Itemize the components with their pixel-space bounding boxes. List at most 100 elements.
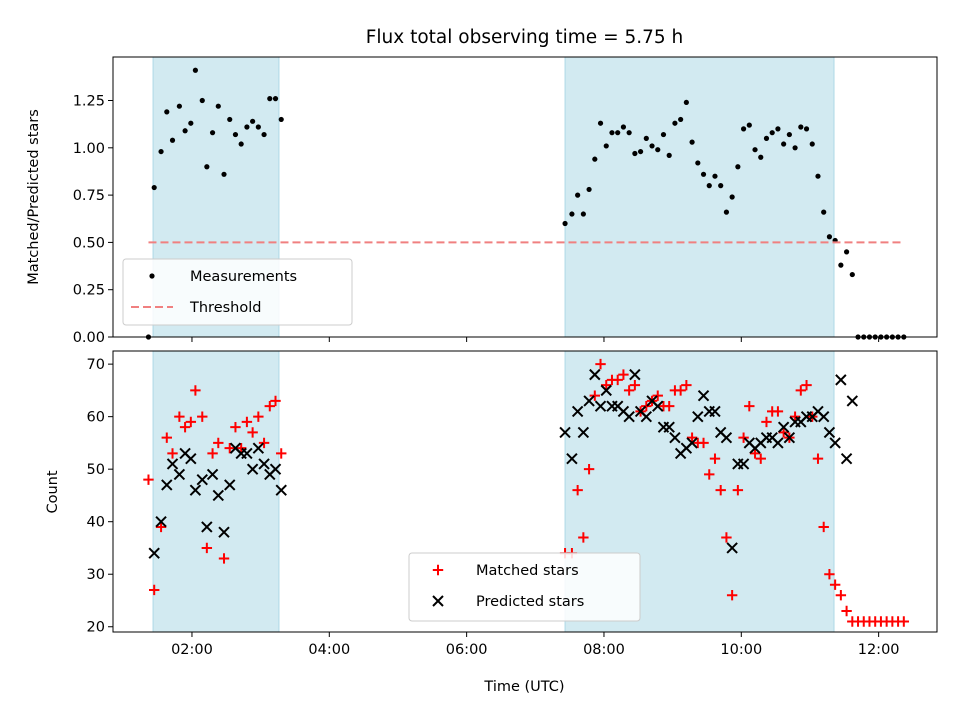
data-point-x-28: [589, 368, 601, 381]
data-point-x-22: [275, 484, 287, 496]
data-point-plus-5: [174, 411, 185, 422]
data-point-dot-47: [695, 160, 701, 166]
data-point-dot-1: [151, 184, 157, 191]
data-point-plus-22: [270, 395, 281, 407]
data-point-plus-4: [167, 448, 178, 459]
data-point-plus-21: [264, 400, 275, 412]
data-point-dot-19: [255, 124, 261, 130]
y-axis-label-count: Count: [45, 470, 61, 513]
data-point-plus-2: [155, 521, 167, 533]
data-point-plus-7: [185, 416, 197, 428]
data-point-x-19: [258, 458, 270, 470]
data-point-x-13: [224, 479, 236, 491]
data-point-plus-28: [583, 463, 595, 475]
data-point-x-21: [269, 463, 282, 475]
data-point-dot-24: [562, 220, 568, 227]
legend-swatch-plus: [432, 564, 444, 576]
data-point-dot-10: [204, 164, 210, 170]
data-point-dot-59: [763, 135, 770, 141]
data-point-dot-29: [592, 156, 598, 162]
data-point-x-69: [823, 426, 836, 439]
data-point-plus-23: [276, 448, 287, 459]
data-point-dot-63: [786, 131, 792, 138]
data-point-dot-38: [643, 135, 649, 141]
observing-window-2: [564, 56, 835, 338]
data-point-plus-3: [161, 432, 172, 443]
y-tick-label: 1.25: [73, 94, 105, 110]
data-point-x-37: [640, 410, 653, 423]
data-point-plus-35: [623, 385, 635, 396]
data-point-x-1: [155, 515, 167, 528]
data-point-dot-46: [689, 139, 695, 145]
data-point-dot-69: [821, 209, 827, 215]
data-point-x-60: [772, 437, 784, 449]
data-point-dot-25: [569, 211, 575, 217]
data-point-dot-23: [278, 116, 284, 123]
data-point-dot-54: [735, 164, 741, 170]
data-point-dot-53: [729, 194, 735, 200]
y-tick-label: 20: [87, 620, 105, 636]
y-tick-label: 70: [87, 357, 105, 373]
data-point-dot-49: [706, 183, 712, 189]
data-point-x-17: [246, 463, 259, 475]
data-point-x-27: [583, 395, 595, 407]
y-tick-label: 0.25: [73, 283, 105, 299]
data-point-dot-11: [209, 130, 216, 136]
data-point-x-73: [846, 395, 859, 407]
data-point-dot-70: [826, 234, 833, 240]
data-point-dot-50: [712, 173, 718, 179]
data-point-dot-55: [740, 126, 747, 132]
data-point-x-68: [817, 410, 830, 423]
data-point-x-7: [189, 484, 202, 496]
chart-title: Flux total observing time = 5.75 h: [366, 27, 684, 48]
data-point-plus-73: [841, 605, 852, 617]
data-point-plus-16: [235, 442, 247, 454]
data-point-plus-1: [149, 584, 160, 596]
data-point-dot-61: [775, 126, 781, 132]
data-point-plus-48: [698, 437, 709, 449]
data-point-plus-27: [578, 532, 589, 543]
data-point-plus-53: [726, 590, 738, 601]
data-point-dot-21: [267, 96, 273, 102]
data-point-x-24: [566, 452, 578, 465]
data-point-dot-51: [718, 183, 724, 189]
data-point-dot-48: [700, 171, 707, 177]
data-point-plus-36: [629, 379, 641, 391]
data-point-dot-22: [272, 96, 279, 102]
data-point-dot-4: [169, 137, 176, 143]
data-point-plus-45: [681, 379, 692, 391]
data-point-dot-7: [188, 120, 194, 126]
data-point-dot-68: [815, 173, 821, 179]
data-point-x-0: [148, 547, 160, 559]
data-point-dot-20: [261, 131, 267, 138]
data-point-dot-9: [199, 97, 205, 104]
data-point-dot-30: [597, 120, 604, 126]
data-point-x-70: [829, 437, 841, 449]
data-point-x-12: [218, 526, 230, 538]
x-axis-label: Time (UTC): [483, 679, 564, 695]
data-point-x-47: [697, 389, 710, 402]
data-point-x-11: [212, 489, 224, 502]
legend-swatch-dot: [149, 273, 155, 279]
data-point-plus-54: [732, 484, 744, 496]
data-point-dot-14: [227, 116, 233, 123]
x-tick-label: 04:00: [308, 642, 350, 658]
data-point-dot-33: [615, 130, 621, 136]
data-point-x-62: [783, 431, 796, 444]
data-point-x-2: [161, 479, 173, 491]
data-point-dot-74: [849, 271, 855, 278]
data-point-plus-9: [197, 411, 208, 422]
data-point-x-35: [629, 368, 641, 381]
data-point-x-26: [577, 426, 590, 439]
data-point-dot-5: [176, 103, 182, 109]
data-point-x-46: [692, 410, 704, 423]
data-point-dot-52: [723, 209, 730, 215]
data-point-dot-35: [626, 130, 632, 136]
data-point-plus-26: [572, 484, 583, 496]
data-point-plus-62: [778, 427, 789, 438]
data-point-plus-15: [230, 421, 241, 433]
data-point-plus-70: [824, 569, 835, 580]
legend-label: Predicted stars: [476, 594, 584, 610]
legend-swatch-x: [432, 595, 444, 607]
